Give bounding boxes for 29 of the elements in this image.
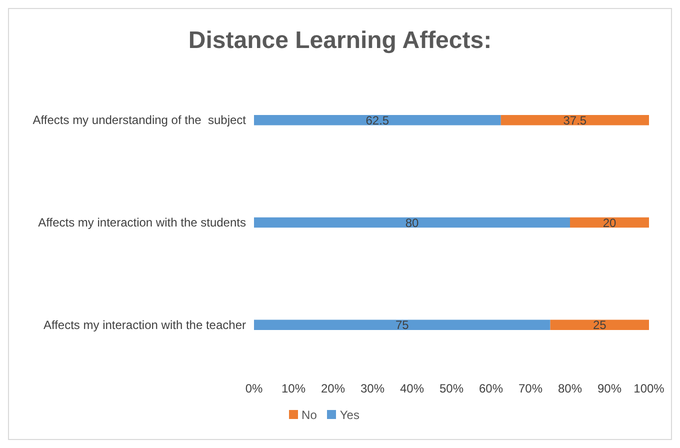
y-tick-label: Affects my understanding of the subject	[32, 113, 247, 128]
bar	[500, 115, 649, 126]
data-label: 25	[592, 318, 607, 332]
x-tick-label: 60%	[478, 382, 504, 396]
x-tick-label: 40%	[400, 382, 424, 396]
data-label: 37.5	[563, 113, 587, 128]
data-label: 75	[395, 318, 410, 332]
bar	[550, 320, 649, 330]
x-tick-label: 10%	[281, 382, 306, 396]
legend-label: Yes	[340, 408, 360, 422]
x-tick-label: 30%	[360, 382, 385, 396]
x-tick-label: 70%	[518, 382, 543, 396]
bar	[254, 217, 570, 228]
bar	[254, 320, 550, 330]
legend-label: No	[302, 408, 317, 422]
chart-title: Distance Learning Affects:	[187, 26, 493, 56]
data-label: 20	[602, 216, 616, 230]
x-tick-label: 80%	[558, 382, 582, 396]
x-tick-label: 90%	[597, 382, 622, 396]
y-tick-label: Affects my interaction with the teacher	[43, 318, 246, 332]
bar	[254, 115, 501, 126]
x-tick-label: 50%	[439, 382, 464, 396]
bar	[570, 217, 649, 228]
x-tick-label: 0%	[245, 382, 263, 396]
data-label: 62.5	[366, 113, 390, 128]
x-tick-label: 100%	[634, 382, 665, 396]
data-label: 80	[405, 216, 419, 230]
x-tick-label: 20%	[320, 382, 346, 396]
y-tick-label: Affects my interaction with the students	[38, 216, 246, 230]
